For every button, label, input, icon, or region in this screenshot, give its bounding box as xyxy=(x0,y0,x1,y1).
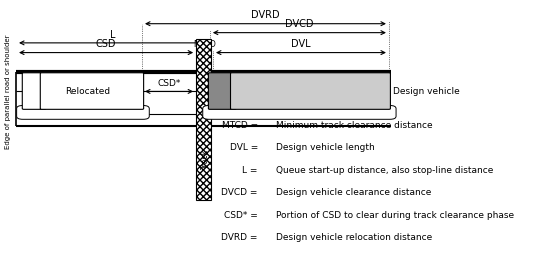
FancyBboxPatch shape xyxy=(208,73,236,109)
Text: Design vehicle length: Design vehicle length xyxy=(276,143,375,152)
Text: CSD =: CSD = xyxy=(228,98,258,107)
Text: CSD: CSD xyxy=(96,39,116,49)
Text: L =: L = xyxy=(243,166,258,175)
FancyBboxPatch shape xyxy=(203,105,396,119)
Text: DVCD: DVCD xyxy=(285,19,314,29)
Text: Minimum track clearance distance: Minimum track clearance distance xyxy=(276,121,432,130)
Text: L: L xyxy=(110,30,116,40)
Text: Design vehicle relocation distance: Design vehicle relocation distance xyxy=(276,233,432,242)
Text: DVL: DVL xyxy=(291,39,311,49)
FancyBboxPatch shape xyxy=(230,73,391,109)
FancyBboxPatch shape xyxy=(40,73,143,109)
Text: DVRD: DVRD xyxy=(251,10,280,20)
Text: Queue start-up distance, also stop-line distance: Queue start-up distance, also stop-line … xyxy=(276,166,493,175)
Text: Design vehicle: Design vehicle xyxy=(393,87,460,96)
Text: Portion of CSD to clear during track clearance phase: Portion of CSD to clear during track cle… xyxy=(276,211,514,220)
Bar xyxy=(196,39,212,200)
Text: MTCD =: MTCD = xyxy=(222,121,258,130)
Text: Track: Track xyxy=(201,149,211,169)
Text: Design vehicle clearance distance: Design vehicle clearance distance xyxy=(276,188,431,197)
Text: Relocated: Relocated xyxy=(65,87,111,96)
Text: CSD*: CSD* xyxy=(157,79,181,88)
Text: Edge of parallel road or shoulder: Edge of parallel road or shoulder xyxy=(5,34,11,149)
FancyBboxPatch shape xyxy=(17,105,149,119)
Text: DVRD =: DVRD = xyxy=(222,233,258,242)
Text: CSD* =: CSD* = xyxy=(224,211,258,220)
FancyBboxPatch shape xyxy=(22,73,46,109)
Text: MTCD: MTCD xyxy=(193,40,216,49)
Text: DVL =: DVL = xyxy=(229,143,258,152)
Text: Clear storage distance: Clear storage distance xyxy=(276,98,378,107)
Bar xyxy=(196,39,212,200)
Text: DVCD =: DVCD = xyxy=(222,188,258,197)
